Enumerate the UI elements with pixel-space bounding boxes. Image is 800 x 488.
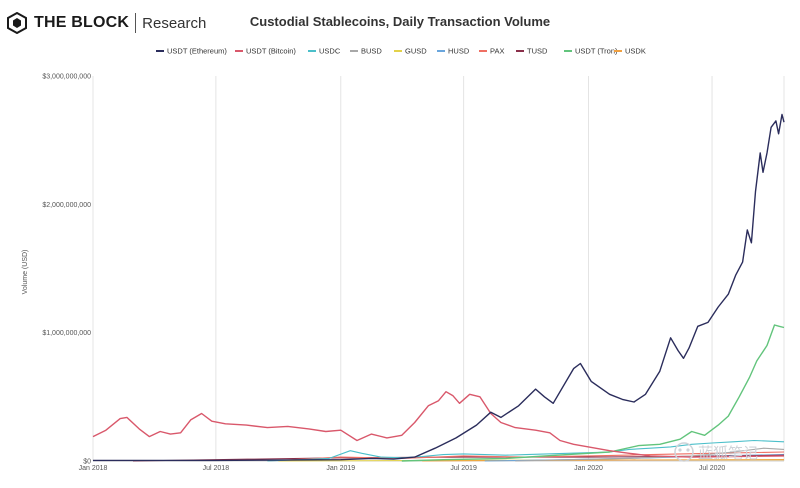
x-axis: Jan 2018 Jul 2018 Jan 2019 Jul 2019 Jan 2020…: [79, 465, 726, 472]
legend-item[interactable]: BUSD: [350, 47, 382, 56]
legend-label: BUSD: [361, 47, 382, 56]
chart-title: Custodial Stablecoins, Daily Transaction…: [249, 14, 551, 29]
legend-label: USDT (Ethereum): [167, 47, 227, 56]
legend-item[interactable]: USDT (Bitcoin): [235, 47, 296, 56]
y-tick-label: $2,000,000,000: [42, 202, 91, 209]
legend-item[interactable]: PAX: [479, 47, 504, 56]
legend-item[interactable]: USDC: [308, 47, 341, 56]
legend-item[interactable]: HUSD: [437, 47, 470, 56]
x-tick-label: Jul 2018: [203, 465, 230, 472]
y-tick-label: $3,000,000,000: [42, 74, 91, 81]
legend-item[interactable]: USDT (Tron): [564, 47, 618, 56]
x-tick-label: Jan 2020: [574, 465, 603, 472]
legend-item[interactable]: TUSD: [516, 47, 548, 56]
legend-label: HUSD: [448, 47, 470, 56]
brand-separator: [135, 13, 137, 33]
legend-label: PAX: [490, 47, 504, 56]
series-line-usdt-tron: [401, 324, 785, 462]
series-group: [92, 113, 785, 462]
legend-item[interactable]: USDK: [614, 47, 646, 56]
x-tick-label: Jan 2018: [79, 465, 108, 472]
legend-label: GUSD: [405, 47, 427, 56]
watermark: 蓝狐笔记: [674, 442, 758, 462]
legend-label: USDK: [625, 47, 646, 56]
the-block-logo-icon: [7, 12, 27, 34]
legend-label: TUSD: [527, 47, 548, 56]
series-line-usdt-bitcoin: [92, 391, 785, 458]
watermark-icon: [674, 442, 694, 462]
legend-item[interactable]: GUSD: [394, 47, 427, 56]
x-tick-label: Jan 2019: [326, 465, 355, 472]
legend-label: USDT (Tron): [575, 47, 618, 56]
y-axis-label: Volume (USD): [22, 250, 29, 295]
watermark-text: 蓝狐笔记: [698, 444, 758, 462]
legend-item[interactable]: USDT (Ethereum): [156, 47, 227, 56]
brand-subtitle: Research: [142, 14, 207, 32]
series-line-usdt-ethereum: [93, 113, 785, 462]
legend: USDT (Ethereum) USDT (Bitcoin) USDC BUSD GUS…: [156, 47, 646, 56]
brand: THE BLOCK Research: [6, 9, 206, 37]
series-line-usdk: [422, 459, 785, 462]
x-tick-label: Jul 2020: [699, 465, 726, 472]
x-tick-label: Jul 2019: [450, 465, 477, 472]
series-line-usdc: [267, 439, 785, 462]
brand-name: THE BLOCK: [34, 14, 130, 31]
grid: [92, 76, 785, 462]
y-tick-label: $1,000,000,000: [42, 330, 91, 337]
y-axis: $0 $1,000,000,000 $2,000,000,000 $3,000,000…: [42, 74, 91, 466]
y-tick-label: $0: [83, 459, 91, 466]
legend-label: USDT (Bitcoin): [246, 47, 296, 56]
legend-label: USDC: [319, 47, 341, 56]
